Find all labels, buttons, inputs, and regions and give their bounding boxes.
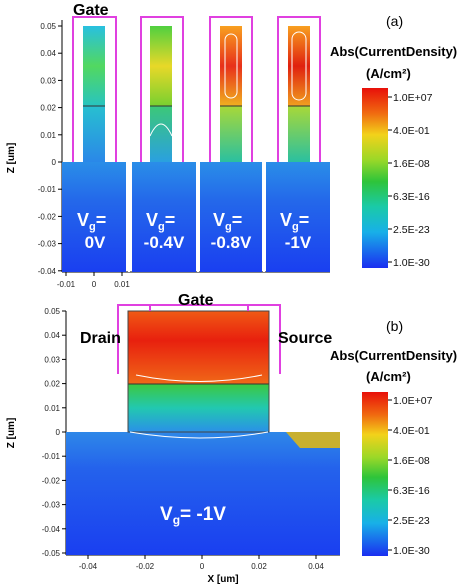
device-vg-0p4 [132, 16, 196, 272]
colorbar-tick-label: 2.5E-23 [393, 515, 430, 527]
panel-b-y-tick-label: 0.03 [44, 355, 60, 364]
panel-b-colorbar-title: Abs(CurrentDensity) [330, 348, 457, 363]
colorbar-tick-label: 1.6E-08 [393, 455, 430, 467]
panel-a-y-tick-label: 0.04 [40, 49, 56, 58]
vg-symbol: Vg= [146, 210, 175, 233]
panel-a-colorbar [362, 88, 388, 268]
panel-b-y-ticks: 0.05 0.04 0.03 0.02 0.01 0 -0.01 -0.02 -0.03 -0.0… [42, 307, 66, 558]
colorbar-tick-label: 6.3E-16 [393, 485, 430, 497]
panel-b-y-tick-label: -0.02 [42, 476, 61, 485]
panel-a-y-tick-label: -0.03 [38, 240, 57, 249]
panel-a-x-tick-label: 0 [92, 280, 97, 289]
panel-b: 0.05 0.04 0.03 0.02 0.01 0 -0.01 -0.02 -0.03 -0.0… [6, 292, 457, 585]
panel-a-y-tick-label: 0.02 [40, 104, 56, 113]
panel-b-tag: (b) [386, 318, 403, 334]
panel-b-voltage-label: Vg= -1V [160, 504, 226, 527]
device-vg-0p8 [200, 16, 262, 272]
panel-b-x-tick-label: 0.02 [251, 562, 267, 571]
panel-b-substrate [66, 432, 340, 555]
panel-a-x-tick-label: -0.01 [57, 280, 76, 289]
panel-b-x-axis-title: X [um] [207, 574, 238, 585]
panel-b-x-tick-label: 0 [200, 562, 205, 571]
panel-a-tag: (a) [386, 13, 403, 29]
vg-symbol: Vg= [213, 210, 242, 233]
panel-a-y-tick-label: -0.01 [38, 185, 57, 194]
panel-b-y-tick-label: -0.03 [42, 501, 61, 510]
vg-value: -0.8V [211, 233, 252, 252]
colorbar-tick-label: 1.0E-30 [393, 257, 430, 269]
panel-b-y-tick-label: 0.04 [44, 331, 60, 340]
panel-a-y-axis-title: Z [um] [6, 143, 17, 174]
vg-symbol: Vg= [280, 210, 309, 233]
panel-b-source-gate-outline [247, 304, 281, 374]
panel-b-y-tick-label: -0.04 [42, 525, 61, 534]
device-vg-0 [62, 16, 126, 272]
colorbar-tick-label: 1.0E-30 [393, 545, 430, 557]
panel-b-gate-label: Gate [178, 292, 214, 309]
panel-b-y-tick-label: 0.01 [44, 404, 60, 413]
colorbar-tick-label: 1.0E+07 [393, 395, 433, 407]
panel-a-y-tick-label: 0.05 [40, 22, 56, 31]
vg-value: 0V [85, 233, 106, 252]
colorbar-tick-label: 4.0E-01 [393, 125, 430, 137]
panel-b-vg-label: Vg= -1V [160, 504, 226, 527]
vg-symbol: Vg= [77, 210, 106, 233]
panel-b-colorbar [362, 392, 388, 556]
panel-a-colorbar-title: Abs(CurrentDensity) [330, 44, 457, 59]
panel-a-gate-label: Gate [73, 2, 109, 19]
vg-value: -0.4V [144, 233, 185, 252]
panel-b-y-tick-label: 0.02 [44, 380, 60, 389]
panel-b-y-tick-label: -0.05 [42, 549, 61, 558]
panel-b-lower-body [128, 384, 269, 432]
panel-a-colorbar-ticks: 1.0E+07 4.0E-01 1.6E-08 6.3E-16 2.5E-23 1.0E-… [388, 92, 433, 269]
panel-a-y-tick-label: 0 [52, 158, 57, 167]
panel-b-source-label: Source [278, 330, 332, 347]
panel-b-x-ticks: -0.04 -0.02 0 0.02 0.04 [79, 555, 324, 571]
panel-b-x-tick-label: -0.02 [136, 562, 155, 571]
gate-outline [140, 16, 184, 162]
panel-a-x-ticks: -0.01 0 0.01 [57, 272, 130, 289]
panel-b-upper-body [128, 311, 269, 384]
colorbar-tick-label: 2.5E-23 [393, 224, 430, 236]
gate-outline [72, 16, 117, 162]
panel-b-contact-region [286, 432, 340, 448]
device-vg-1 [266, 16, 330, 272]
panel-b-y-tick-label: -0.01 [42, 452, 61, 461]
panel-b-x-tick-label: 0.04 [308, 562, 324, 571]
panel-a-colorbar-unit: (A/cm²) [366, 66, 411, 81]
panel-a-y-ticks: 0.05 0.04 0.03 0.02 0.01 0 -0.01 -0.02 -0.03 -0.0… [38, 22, 62, 276]
panel-b-drain-label: Drain [80, 330, 121, 347]
panel-b-y-tick-label: 0 [56, 428, 61, 437]
panel-b-y-axis-title: Z [um] [6, 418, 17, 449]
colorbar-tick-label: 6.3E-16 [393, 191, 430, 203]
panel-a-x-tick-label: 0.01 [114, 280, 130, 289]
panel-a-y-tick-label: 0.03 [40, 76, 56, 85]
vg-value: -1V [285, 233, 312, 252]
panel-a-y-tick-label: -0.04 [38, 267, 57, 276]
panel-b-y-tick-label: 0.05 [44, 307, 60, 316]
colorbar-tick-label: 1.6E-08 [393, 158, 430, 170]
panel-b-colorbar-unit: (A/cm²) [366, 369, 411, 384]
colorbar-tick-label: 4.0E-01 [393, 425, 430, 437]
panel-a-y-tick-label: 0.01 [40, 131, 56, 140]
gate-outline [209, 16, 253, 162]
panel-a: 0.05 0.04 0.03 0.02 0.01 0 -0.01 -0.02 -0.03 -0.0… [6, 2, 457, 289]
gate-outline [277, 16, 321, 162]
panel-b-drain-gate-outline [117, 304, 151, 374]
colorbar-tick-label: 1.0E+07 [393, 92, 433, 104]
panel-b-x-tick-label: -0.04 [79, 562, 98, 571]
panel-b-colorbar-ticks: 1.0E+07 4.0E-01 1.6E-08 6.3E-16 2.5E-23 1.0E-… [388, 395, 433, 557]
panel-a-y-tick-label: -0.02 [38, 212, 57, 221]
